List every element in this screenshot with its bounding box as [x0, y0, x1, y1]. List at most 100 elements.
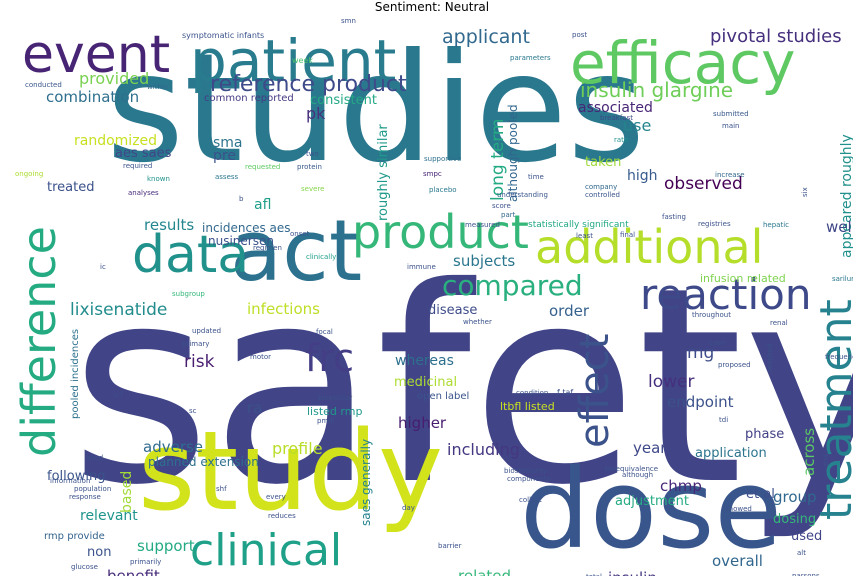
cloud-word: motor — [250, 353, 272, 361]
cloud-word: population — [74, 485, 112, 493]
cloud-word: infections — [247, 300, 320, 318]
cloud-word: smpc — [423, 170, 442, 178]
cloud-word: protein — [297, 163, 322, 171]
cloud-word: treatment — [811, 299, 853, 520]
cloud-word: frequency — [825, 353, 853, 361]
cloud-word: ic — [100, 263, 106, 271]
cloud-word: patient — [190, 27, 397, 95]
cloud-word: pk — [306, 104, 326, 123]
cloud-word: bioequivalence — [605, 465, 659, 473]
cloud-word: randomized — [74, 133, 158, 149]
cloud-word: based — [119, 470, 135, 513]
cloud-word: sc — [189, 407, 197, 415]
cloud-word: rate — [614, 136, 629, 144]
cloud-word: f taf — [557, 388, 574, 397]
cloud-word: information — [50, 477, 91, 485]
chart-title: Sentiment: Neutral — [374, 0, 490, 14]
cloud-word: within — [147, 83, 169, 91]
cloud-word: endpoint — [667, 393, 734, 411]
cloud-word: whereas — [395, 353, 454, 369]
cloud-word: disease — [428, 303, 478, 318]
cloud-word: submitted — [713, 110, 749, 118]
cloud-word: proposed — [718, 361, 751, 369]
cloud-word: primarily — [130, 558, 162, 566]
cloud-word: condition — [516, 389, 549, 397]
cloud-word: appeared roughly — [839, 134, 853, 258]
cloud-word: case — [709, 339, 726, 347]
cloud-word: parameters — [510, 54, 551, 62]
cloud-word: insulin — [608, 571, 657, 576]
cloud-word: week — [292, 56, 314, 65]
cloud-word: infusion related — [700, 272, 786, 285]
cloud-word: although — [622, 471, 654, 479]
cloud-word: primary — [182, 340, 210, 348]
cloud-word: updated — [192, 327, 222, 335]
cloud-word: phase — [745, 427, 785, 442]
cloud-word: placebo — [429, 186, 457, 194]
cloud-word: response — [69, 493, 101, 501]
cloud-word: support — [137, 537, 195, 555]
cloud-word: hepatic — [763, 221, 790, 229]
cloud-word: pooled incidences — [70, 328, 81, 419]
cloud-word: pmdi — [317, 417, 335, 425]
cloud-word: dosing — [773, 512, 817, 527]
cloud-word: collect — [519, 496, 542, 504]
cloud-word: chmp — [660, 477, 702, 495]
cloud-word: associated — [578, 100, 653, 116]
cloud-word: requested — [245, 163, 281, 171]
cloud-word: dose — [520, 445, 783, 573]
cloud-word: risk — [184, 352, 215, 372]
cloud-word: two — [306, 150, 319, 158]
cloud-word: regimen — [253, 244, 282, 252]
cloud-word: benefit — [107, 567, 160, 576]
cloud-word: final — [620, 231, 636, 239]
cloud-word: mg — [687, 343, 715, 363]
cloud-word: applicant — [442, 26, 530, 48]
cloud-word: studies — [106, 22, 646, 196]
cloud-word: reached — [766, 343, 774, 372]
cloud-word: observed — [664, 174, 743, 194]
cloud-word: high — [627, 168, 658, 184]
cloud-word: clinical — [190, 525, 343, 576]
cloud-word: main — [722, 122, 740, 130]
cloud-word: post — [572, 31, 588, 39]
cloud-word: supportive — [424, 155, 462, 163]
cloud-word: reference product — [210, 72, 407, 97]
word-cloud: safety studies study dose act patient efficacy… — [10, 14, 853, 576]
cloud-word: order — [549, 302, 589, 320]
cloud-word: safety — [70, 229, 853, 544]
cloud-word: saes generally — [359, 438, 373, 526]
cloud-word: act — [230, 202, 363, 301]
cloud-word: higher — [398, 414, 447, 432]
cloud-word: data — [132, 225, 250, 285]
cloud-word: year — [633, 439, 667, 457]
cloud-word: tdi — [719, 416, 729, 424]
cloud-word: lower — [648, 372, 695, 392]
cloud-word: group — [773, 488, 817, 506]
cloud-word: blind — [86, 454, 104, 462]
cloud-word: clinically — [306, 253, 337, 261]
cloud-word: pivotal studies — [710, 26, 842, 47]
cloud-word: least — [576, 232, 593, 240]
cloud-word: taken — [585, 155, 622, 170]
cloud-word: compared — [442, 269, 583, 302]
cloud-word: across — [800, 427, 818, 476]
cloud-word: c f — [114, 391, 123, 399]
cloud-word: long term — [488, 118, 508, 201]
cloud-word: application — [695, 446, 767, 461]
cloud-word: analyses — [128, 189, 159, 197]
cloud-word: lixisenatide — [70, 300, 168, 320]
cloud-word: known — [147, 175, 170, 183]
cloud-word: combination — [46, 88, 140, 106]
cloud-word: used — [791, 529, 823, 544]
cloud-word: conducted — [25, 81, 62, 89]
cloud-word: required — [123, 162, 153, 170]
cloud-word: part — [501, 211, 516, 219]
cloud-word: medicinal — [394, 375, 458, 390]
cloud-word: showed — [725, 505, 752, 513]
cloud-word: symptomatic infants — [182, 31, 265, 40]
cloud-word: effect — [572, 333, 618, 448]
cloud-word: immune — [407, 263, 436, 271]
cloud-word: nusinersen — [208, 234, 274, 248]
cloud-word: smn — [341, 17, 356, 25]
